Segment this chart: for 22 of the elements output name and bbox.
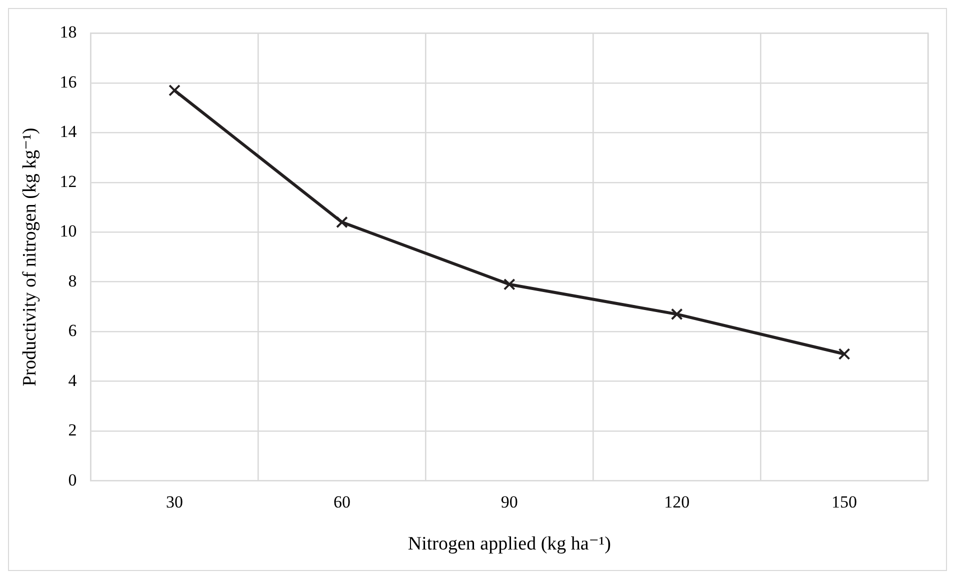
x-tick-label: 150 bbox=[832, 492, 858, 512]
y-tick-label: 12 bbox=[60, 172, 77, 191]
y-tick-label: 4 bbox=[68, 370, 78, 390]
y-tick-label: 6 bbox=[68, 321, 77, 340]
y-tick-label: 18 bbox=[60, 22, 77, 42]
point bbox=[838, 348, 850, 360]
point bbox=[168, 84, 180, 96]
x-tick-label: 90 bbox=[500, 492, 518, 512]
y-tick-label: 10 bbox=[60, 222, 77, 241]
y-axis-title: Productivity of nitrogen (kg kg⁻¹) bbox=[19, 128, 40, 386]
point bbox=[670, 308, 683, 320]
y-tick-label: 16 bbox=[60, 72, 77, 92]
x-tick-label: 120 bbox=[664, 492, 690, 512]
y-tick-label: 14 bbox=[60, 122, 78, 142]
y-tick-label: 8 bbox=[68, 271, 77, 290]
x-axis-title: Nitrogen applied (kg ha⁻¹) bbox=[408, 534, 611, 555]
x-tick-label: 60 bbox=[333, 492, 350, 512]
y-tick-label: 2 bbox=[68, 420, 77, 440]
y-tick-label: 0 bbox=[68, 470, 77, 490]
point bbox=[336, 216, 348, 228]
point bbox=[503, 278, 516, 290]
x-tick-label: 30 bbox=[166, 492, 184, 512]
